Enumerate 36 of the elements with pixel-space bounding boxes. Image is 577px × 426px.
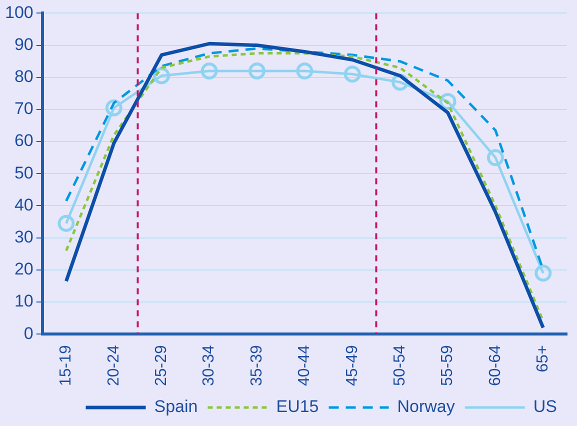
y-tick-label: 90 (14, 34, 34, 54)
point (439, 92, 456, 110)
x-tick-label: 15-19 (58, 344, 75, 386)
y-tick-label: 20 (14, 260, 34, 279)
point (248, 62, 266, 80)
point (153, 67, 170, 84)
x-tick-label: 65+ (534, 345, 552, 372)
x-tick-label: 25-29 (153, 344, 170, 386)
x-tick-label: 60-64 (486, 344, 504, 386)
y-tick-label: 0 (24, 324, 34, 343)
y-tick-label: 60 (14, 131, 34, 150)
y-tick-label: 50 (14, 163, 34, 182)
point (58, 214, 75, 232)
y-tick-label: 70 (14, 99, 34, 118)
x-tick-label: 30-34 (200, 344, 218, 386)
x-tick-label: 40-44 (296, 344, 314, 386)
point (105, 99, 122, 116)
y-tick-label: 30 (14, 228, 34, 246)
x-tick-label: 35-39 (248, 344, 266, 386)
x-tick-label: 55-59 (439, 344, 456, 386)
y-tick-label: 10 (14, 292, 34, 311)
point (486, 149, 504, 166)
legend-label: Norway (397, 397, 456, 416)
point (200, 62, 218, 80)
point (296, 62, 314, 80)
legend-label: Spain (154, 397, 198, 416)
y-tick-label: 100 (4, 2, 34, 22)
point (344, 66, 361, 83)
x-tick-label: 20-24 (105, 344, 122, 386)
legend-label: US (533, 397, 558, 416)
x-tick-label: 50-54 (391, 344, 408, 386)
y-tick-label: 80 (14, 67, 34, 86)
x-tick-label: 45-49 (344, 344, 361, 386)
legend-label: EU15 (276, 397, 319, 416)
y-tick-label: 40 (14, 195, 34, 214)
point (534, 264, 552, 282)
